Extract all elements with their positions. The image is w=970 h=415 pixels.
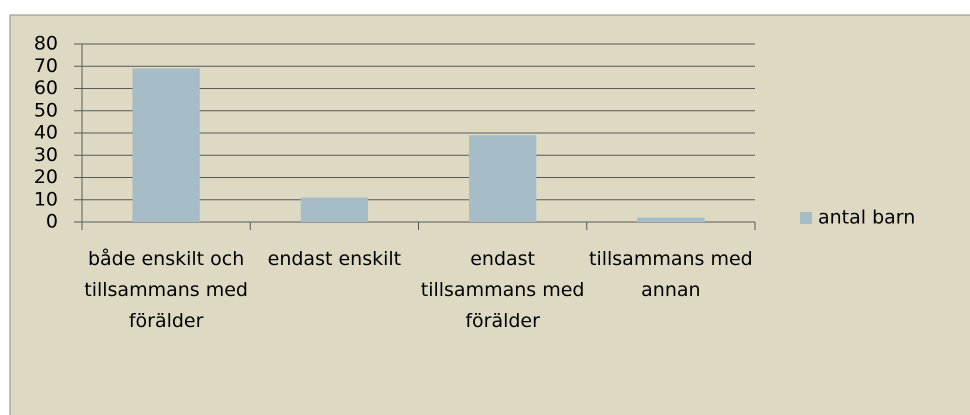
bar bbox=[132, 68, 200, 222]
y-tick-label: 70 bbox=[34, 55, 58, 77]
legend-swatch bbox=[800, 212, 812, 224]
y-tick-label: 40 bbox=[34, 122, 58, 144]
y-tick-label: 30 bbox=[34, 144, 58, 166]
bar bbox=[468, 135, 537, 222]
x-tick-label: endast enskilt bbox=[267, 248, 402, 270]
x-tick-label: både enskilt och tillsammans med förälde… bbox=[84, 248, 248, 332]
bar bbox=[637, 217, 705, 222]
y-tick-label: 10 bbox=[34, 188, 58, 210]
y-tick-label: 0 bbox=[46, 211, 58, 233]
y-tick-label: 20 bbox=[34, 166, 58, 188]
y-tick-label: 60 bbox=[34, 77, 58, 99]
y-tick-label: 80 bbox=[34, 33, 58, 55]
x-tick-label: tillsammans med annan bbox=[589, 248, 753, 301]
legend-label: antal barn bbox=[818, 207, 915, 229]
y-tick-label: 50 bbox=[34, 99, 58, 121]
x-tick-label: endast tillsammans med förälder bbox=[420, 248, 585, 332]
bar bbox=[300, 197, 369, 222]
